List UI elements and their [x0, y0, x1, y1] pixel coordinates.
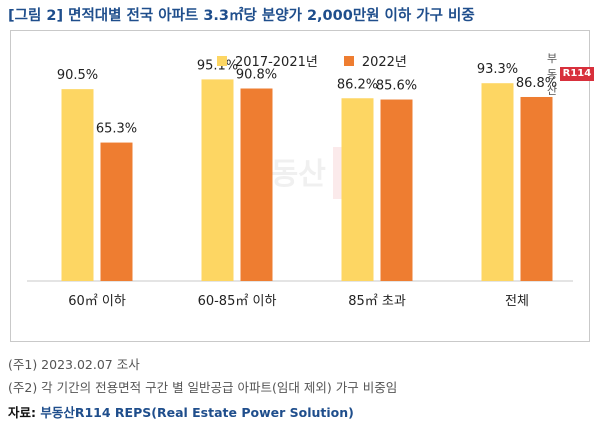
legend-swatch-2022	[343, 55, 354, 66]
bar-2022년-4	[520, 96, 553, 281]
data-label-2022년-2: 90.8%	[236, 68, 277, 83]
legend-item-2017-2021: 2017-2021년	[217, 51, 318, 70]
x-tick-label-2: 60-85㎡ 이하	[198, 294, 277, 309]
bar-2022년-2	[240, 88, 273, 281]
data-label-2017-2021년-3: 86.2%	[337, 77, 378, 92]
source-text: 부동산R114 REPS(Real Estate Power Solution)	[40, 405, 354, 420]
brand-logo-word: 부동산	[547, 52, 557, 97]
source-prefix: 자료:	[8, 405, 41, 420]
x-tick-label-1: 60㎡ 이하	[68, 294, 126, 309]
legend-item-2022: 2022년	[343, 51, 407, 70]
legend-label-2017-2021: 2017-2021년	[235, 55, 318, 70]
bar-2022년-3	[380, 99, 413, 281]
legend-swatch-2017-2021	[217, 55, 227, 66]
data-label-2017-2021년-4: 93.3%	[477, 62, 518, 77]
bar-chart: 90.5% 65.3% 60㎡ 이하 95.1%90.8% 60-85㎡ 이하 86.2%…	[27, 58, 573, 309]
legend: 2017-2021년 2022년	[217, 51, 407, 70]
data-label-2022년-4: 86.8%	[516, 76, 557, 91]
note-1: (주1) 2023.02.07 조사	[8, 357, 140, 372]
data-label-2017-2021년-2: 95.1%	[197, 58, 238, 73]
note-2: (주2) 각 기간의 전용면적 구간 별 일반공급 아파트(임대 제외) 가구 …	[8, 380, 398, 395]
source-line: 자료: 부동산R114 REPS(Real Estate Power Solut…	[8, 402, 354, 421]
brand-logo-box: R114	[559, 67, 595, 81]
bar-2017-2021년-3	[341, 98, 374, 281]
bar-2017-2021년-2	[201, 79, 234, 281]
data-label-2022년-1: 65.3%	[96, 122, 137, 137]
brand-logo: 부동산 R114	[547, 50, 595, 98]
chart-panel: 부동산 90.5% 65.3% 60㎡ 이하 95.1% 90.8% 60-85㎡ 이하 8…	[10, 30, 595, 342]
x-tick-label-3: 85㎡ 초과	[348, 294, 406, 309]
data-label-2017-2021년-1: 90.5%	[57, 68, 98, 83]
bar-2017-2021년-4	[481, 83, 514, 281]
bar-2022년-1	[100, 142, 133, 281]
bar-2017-2021년-1	[61, 89, 94, 281]
x-tick-label-4: 전체	[505, 294, 529, 309]
figure-title: [그림 2] 면적대별 전국 아파트 3.3㎡당 분양가 2,000만원 이하 …	[8, 8, 475, 24]
legend-label-2022: 2022년	[361, 55, 407, 70]
data-label-2022년-3: 85.6%	[376, 79, 417, 94]
